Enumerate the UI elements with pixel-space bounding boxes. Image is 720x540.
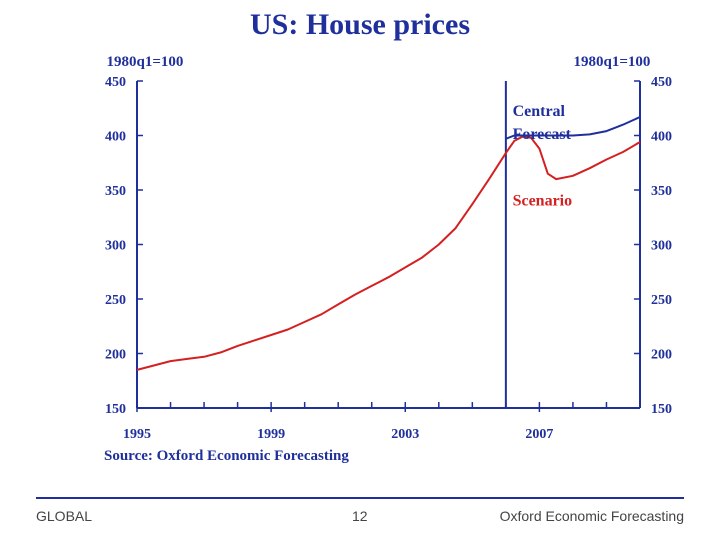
right-axis-unit-label: 1980q1=100 [574,54,651,70]
y-tick-label-left: 150 [105,402,126,417]
scenario-series-line [136,135,641,371]
x-tick-label: 2007 [525,427,553,442]
y-tick-label-right: 350 [651,184,672,199]
y-tick-label-right: 400 [651,130,672,145]
x-tick-label: 1999 [257,427,285,442]
page-number: 12 [352,508,368,524]
y-tick-label-left: 200 [105,348,126,363]
y-tick-label-right: 200 [651,348,672,363]
left-axis-unit-label: 1980q1=100 [107,54,184,70]
source-note: Source: Oxford Economic Forecasting [104,448,349,464]
y-tick-label-right: 450 [651,75,672,90]
footer-divider [36,497,684,499]
slide-title: US: House prices [250,8,470,41]
y-tick-label-left: 300 [105,239,126,254]
y-tick-label-right: 300 [651,239,672,254]
y-tick-label-right: 150 [651,402,672,417]
scenario_label: Scenario [513,192,573,209]
y-tick-label-left: 350 [105,184,126,199]
central_label: Central [513,103,566,120]
x-tick-label: 1995 [123,427,151,442]
footer-left-text: GLOBAL [36,508,93,524]
y-tick-label-left: 400 [105,130,126,145]
x-tick-label: 2003 [391,427,419,442]
y-tick-label-left: 250 [105,293,126,308]
y-tick-label-left: 450 [105,75,126,90]
central-series-line [505,116,641,140]
central_label: Forecast [513,126,572,143]
y-tick-label-right: 250 [651,293,672,308]
footer-right-text: Oxford Economic Forecasting [499,508,684,524]
